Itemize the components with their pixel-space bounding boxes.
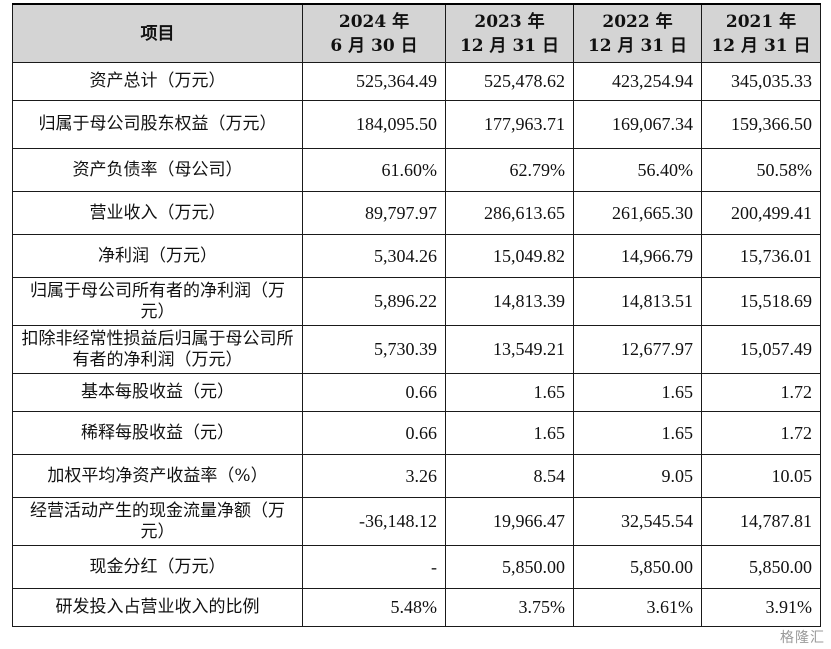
table-header: 项目 2024 年 6 月 30 日 2023 年 12 月 31 日 2022… [12, 3, 821, 63]
row-label: 归属于母公司股东权益（万元） [12, 100, 303, 149]
table-row: 资产总计（万元） 525,364.49 525,478.62 423,254.9… [12, 62, 821, 101]
table-row: 扣除非经常性损益后归属于母公司所有者的净利润（万元） 5,730.39 13,5… [12, 325, 821, 374]
row-label: 净利润（万元） [12, 234, 303, 278]
header-col-2024-h1: 2024 年 6 月 30 日 [302, 3, 446, 63]
cell-value: 5,850.00 [701, 545, 821, 589]
cell-value: 3.61% [573, 588, 702, 627]
table-row: 经营活动产生的现金流量净额（万元） -36,148.12 19,966.47 3… [12, 497, 821, 546]
table-row: 净利润（万元） 5,304.26 15,049.82 14,966.79 15,… [12, 234, 821, 278]
header-col-date: 12 月 31 日 [459, 35, 560, 56]
cell-value: 9.05 [573, 454, 702, 498]
cell-value: 8.54 [445, 454, 574, 498]
cell-value: 5,896.22 [302, 277, 446, 326]
row-label: 研发投入占营业收入的比例 [12, 588, 303, 627]
row-label: 资产负债率（母公司） [12, 148, 303, 192]
cell-value: 1.65 [445, 411, 574, 455]
header-col-2023: 2023 年 12 月 31 日 [445, 3, 574, 63]
cell-value: 5,304.26 [302, 234, 446, 278]
cell-value: 15,518.69 [701, 277, 821, 326]
row-label: 现金分红（万元） [12, 545, 303, 589]
cell-value: -36,148.12 [302, 497, 446, 546]
cell-value: 286,613.65 [445, 191, 574, 235]
cell-value: 14,787.81 [701, 497, 821, 546]
table-row: 研发投入占营业收入的比例 5.48% 3.75% 3.61% 3.91% [12, 588, 821, 627]
table-row: 现金分红（万元） - 5,850.00 5,850.00 5,850.00 [12, 545, 821, 589]
cell-value: 525,364.49 [302, 62, 446, 101]
cell-value: 525,478.62 [445, 62, 574, 101]
cell-value: 5.48% [302, 588, 446, 627]
financial-data-table: 项目 2024 年 6 月 30 日 2023 年 12 月 31 日 2022… [12, 3, 821, 627]
header-col-year: 2023 年 [474, 11, 545, 32]
row-label: 基本每股收益（元） [12, 373, 303, 412]
cell-value: 50.58% [701, 148, 821, 192]
row-label: 经营活动产生的现金流量净额（万元） [12, 497, 303, 546]
row-label: 稀释每股收益（元） [12, 411, 303, 455]
row-label: 资产总计（万元） [12, 62, 303, 101]
cell-value: 19,966.47 [445, 497, 574, 546]
cell-value: 32,545.54 [573, 497, 702, 546]
cell-value: 12,677.97 [573, 325, 702, 374]
header-col-2022: 2022 年 12 月 31 日 [573, 3, 702, 63]
cell-value: 15,049.82 [445, 234, 574, 278]
cell-value: 169,067.34 [573, 100, 702, 149]
cell-value: 1.65 [573, 373, 702, 412]
cell-value: 13,549.21 [445, 325, 574, 374]
cell-value: 0.66 [302, 411, 446, 455]
header-col-2021: 2021 年 12 月 31 日 [701, 3, 821, 63]
header-col-date: 6 月 30 日 [330, 35, 418, 56]
cell-value: 15,057.49 [701, 325, 821, 374]
cell-value: 62.79% [445, 148, 574, 192]
cell-value: 56.40% [573, 148, 702, 192]
cell-value: 177,963.71 [445, 100, 574, 149]
cell-value: 423,254.94 [573, 62, 702, 101]
cell-value: 3.91% [701, 588, 821, 627]
table-row: 归属于母公司所有者的净利润（万元） 5,896.22 14,813.39 14,… [12, 277, 821, 326]
watermark-logo: 格隆汇 [780, 627, 825, 647]
header-col-year: 2022 年 [602, 11, 673, 32]
cell-value: 1.72 [701, 411, 821, 455]
header-col-year: 2021 年 [725, 11, 797, 32]
cell-value: 5,850.00 [445, 545, 574, 589]
cell-value: 14,813.51 [573, 277, 702, 326]
header-col-date: 12 月 31 日 [711, 35, 811, 56]
row-label: 加权平均净资产收益率（%） [12, 454, 303, 498]
cell-value: - [302, 545, 446, 589]
cell-value: 10.05 [701, 454, 821, 498]
row-label: 归属于母公司所有者的净利润（万元） [12, 277, 303, 326]
cell-value: 345,035.33 [701, 62, 821, 101]
cell-value: 0.66 [302, 373, 446, 412]
cell-value: 1.65 [573, 411, 702, 455]
cell-value: 5,850.00 [573, 545, 702, 589]
header-col-date: 12 月 31 日 [587, 35, 688, 56]
cell-value: 61.60% [302, 148, 446, 192]
header-col-year: 2024 年 [338, 11, 410, 32]
cell-value: 15,736.01 [701, 234, 821, 278]
cell-value: 184,095.50 [302, 100, 446, 149]
cell-value: 14,813.39 [445, 277, 574, 326]
header-item: 项目 [12, 3, 303, 63]
table-body: 资产总计（万元） 525,364.49 525,478.62 423,254.9… [12, 62, 821, 627]
cell-value: 1.72 [701, 373, 821, 412]
cell-value: 3.75% [445, 588, 574, 627]
cell-value: 200,499.41 [701, 191, 821, 235]
cell-value: 3.26 [302, 454, 446, 498]
watermark-text: 格隆汇 [780, 630, 825, 646]
table-row: 营业收入（万元） 89,797.97 286,613.65 261,665.30… [12, 191, 821, 235]
table-row: 加权平均净资产收益率（%） 3.26 8.54 9.05 10.05 [12, 454, 821, 498]
cell-value: 5,730.39 [302, 325, 446, 374]
cell-value: 89,797.97 [302, 191, 446, 235]
cell-value: 159,366.50 [701, 100, 821, 149]
cell-value: 1.65 [445, 373, 574, 412]
cell-value: 261,665.30 [573, 191, 702, 235]
table-row: 归属于母公司股东权益（万元） 184,095.50 177,963.71 169… [12, 100, 821, 149]
row-label: 扣除非经常性损益后归属于母公司所有者的净利润（万元） [12, 325, 303, 374]
table-row: 基本每股收益（元） 0.66 1.65 1.65 1.72 [12, 373, 821, 412]
table-row: 稀释每股收益（元） 0.66 1.65 1.65 1.72 [12, 411, 821, 455]
cell-value: 14,966.79 [573, 234, 702, 278]
row-label: 营业收入（万元） [12, 191, 303, 235]
table-row: 资产负债率（母公司） 61.60% 62.79% 56.40% 50.58% [12, 148, 821, 192]
